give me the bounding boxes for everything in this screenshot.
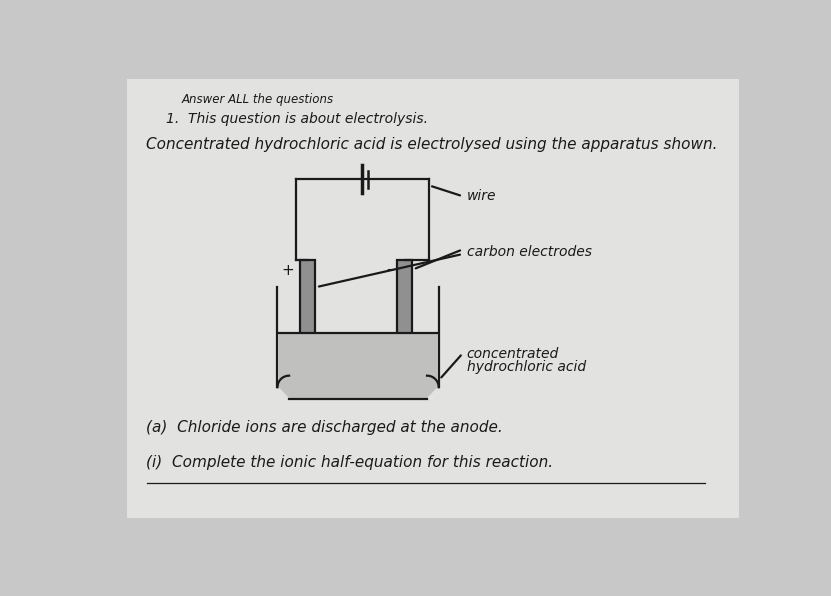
- Text: (i)  Complete the ionic half-equation for this reaction.: (i) Complete the ionic half-equation for…: [146, 455, 553, 470]
- Text: 1.  This question is about electrolysis.: 1. This question is about electrolysis.: [166, 111, 428, 126]
- Text: +: +: [281, 263, 293, 278]
- Text: Concentrated hydrochloric acid is electrolysed using the apparatus shown.: Concentrated hydrochloric acid is electr…: [146, 137, 718, 152]
- Text: carbon electrodes: carbon electrodes: [466, 246, 592, 259]
- Text: –: –: [386, 262, 394, 277]
- Bar: [300, 260, 316, 364]
- Text: concentrated: concentrated: [466, 347, 558, 361]
- Text: hydrochloric acid: hydrochloric acid: [466, 360, 586, 374]
- Polygon shape: [278, 333, 437, 398]
- Text: wire: wire: [466, 190, 496, 203]
- Text: (a)  Chloride ions are discharged at the anode.: (a) Chloride ions are discharged at the …: [146, 420, 504, 434]
- Bar: [397, 260, 412, 364]
- Text: Answer ALL the questions: Answer ALL the questions: [181, 93, 333, 106]
